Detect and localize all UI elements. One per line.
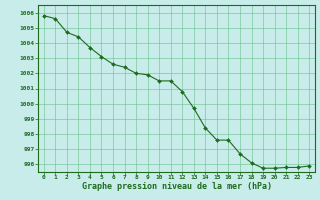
X-axis label: Graphe pression niveau de la mer (hPa): Graphe pression niveau de la mer (hPa) [82,182,271,191]
